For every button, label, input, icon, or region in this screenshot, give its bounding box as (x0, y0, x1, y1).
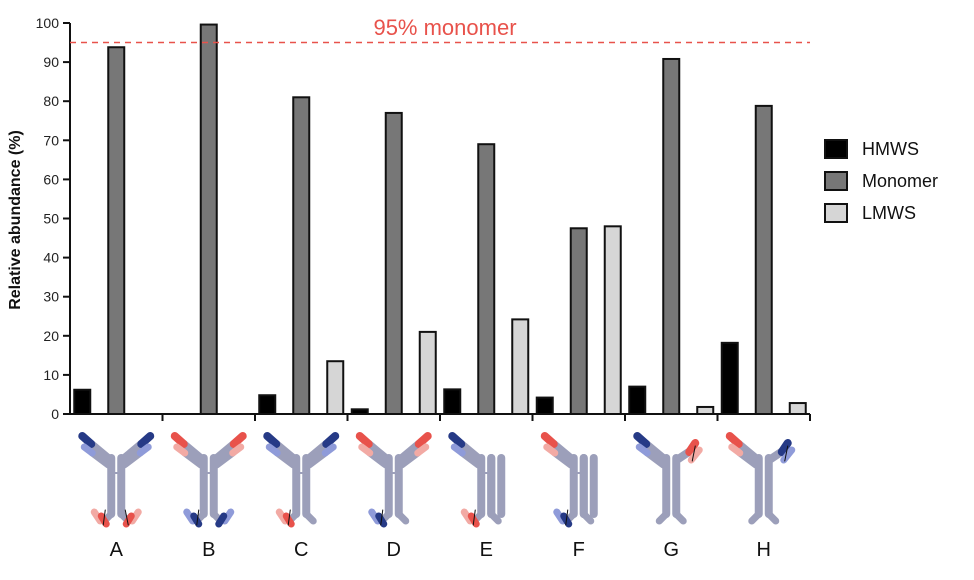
antibody-h-icon (725, 432, 796, 525)
legend-swatch-hmws (824, 139, 848, 159)
bar-monomer-h (754, 104, 773, 415)
y-tick-label: 90 (43, 54, 59, 70)
threshold-label: 95% monomer (373, 15, 516, 40)
category-label-d: D (387, 539, 401, 561)
bar-monomer-c (292, 96, 311, 415)
bar-hmws-g (628, 385, 647, 416)
bar-monomer-e (477, 143, 496, 416)
bar-lmws-f (603, 225, 622, 415)
bar-monomer-b (199, 23, 218, 416)
bar-monomer-d (384, 111, 403, 416)
antibody-b-icon (170, 432, 247, 528)
bar-lmws-d (418, 330, 437, 416)
category-label-a: A (110, 539, 124, 561)
bar-hmws-f (535, 396, 554, 416)
category-label-g: G (663, 539, 679, 561)
bar-hmws-e (443, 388, 462, 416)
bar-monomer-a (107, 46, 126, 415)
category-label-c: C (294, 539, 308, 561)
bar-lmws-g (696, 405, 715, 416)
y-tick-label: 40 (43, 250, 59, 266)
category-label-f: F (573, 539, 585, 561)
y-tick-label: 20 (43, 328, 59, 344)
bar-monomer-g (662, 57, 681, 416)
y-tick-label: 0 (51, 406, 59, 422)
bar-lmws-c (326, 360, 345, 415)
antibody-c-icon (263, 432, 340, 528)
y-tick-label: 80 (43, 93, 59, 109)
legend-label-hmws: HMWS (862, 139, 919, 159)
category-label-e: E (480, 539, 493, 561)
legend-label-lmws: LMWS (862, 203, 916, 223)
y-tick-label: 60 (43, 171, 59, 187)
y-tick-label: 70 (43, 132, 59, 148)
category-label-b: B (202, 539, 215, 561)
antibody-f-icon (540, 432, 598, 528)
y-tick-label: 10 (43, 367, 59, 383)
bar-lmws-e (511, 318, 530, 415)
legend-label-monomer: Monomer (862, 171, 938, 191)
antibody-g-icon (633, 432, 703, 525)
y-tick-label: 30 (43, 289, 59, 305)
antibody-d-icon (355, 432, 432, 528)
bar-hmws-a (73, 388, 92, 415)
y-tick-label: 100 (36, 15, 60, 31)
bar-monomer-f (569, 227, 588, 415)
legend-swatch-lmws (824, 203, 848, 223)
bar-hmws-c (258, 394, 277, 415)
y-axis-title: Relative abundance (%) (7, 130, 24, 310)
bar-hmws-h (720, 341, 739, 416)
antibody-a-icon (78, 432, 155, 528)
category-label-h: H (757, 539, 771, 561)
legend-swatch-monomer (824, 171, 848, 191)
y-tick-label: 50 (43, 211, 59, 227)
antibody-e-icon (448, 432, 506, 528)
bar-lmws-h (788, 402, 807, 416)
